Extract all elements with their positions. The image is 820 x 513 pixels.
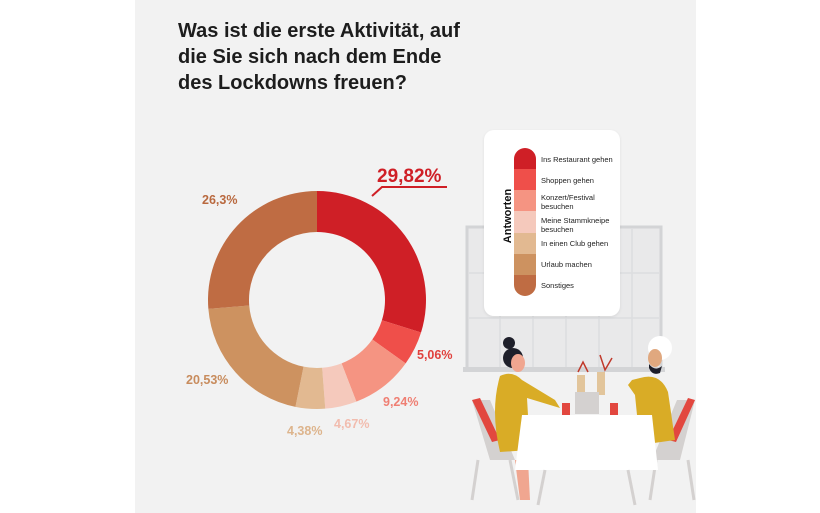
legend-item-restaurant: Ins Restaurant gehen — [541, 155, 613, 164]
legend-swatch-1 — [514, 169, 536, 191]
data-label-konzert: 9,24% — [383, 395, 419, 409]
data-label-urlaub: 20,53% — [186, 373, 229, 387]
donut-slice-1 — [372, 320, 422, 364]
legend-swatch-0 — [514, 148, 536, 170]
page-title: Was ist die erste Aktivität, auf die Sie… — [178, 20, 460, 94]
donut-slice-3 — [322, 363, 357, 409]
donut-slice-6 — [208, 190, 317, 309]
donut-slice-5 — [208, 305, 304, 407]
legend-item-shoppen: Shoppen gehen — [541, 176, 594, 185]
callout-line — [371, 186, 447, 197]
legend-item-stammkneipe: Meine Stammkneipe besuchen — [541, 216, 610, 234]
data-label-shoppen: 5,06% — [417, 348, 453, 362]
legend-title: Antworten — [502, 188, 514, 244]
legend-color-bar — [514, 148, 536, 296]
table — [515, 415, 658, 506]
legend-swatch-4 — [514, 232, 536, 254]
legend: Antworten Ins Restaurant gehen Shoppen g… — [484, 130, 620, 316]
legend-swatch-5 — [514, 253, 536, 275]
legend-swatch-2 — [514, 190, 536, 212]
legend-item-sonstiges: Sonstiges — [541, 281, 574, 290]
data-label-club: 4,38% — [287, 424, 323, 438]
legend-item-urlaub: Urlaub machen — [541, 260, 592, 269]
legend-swatch-6 — [514, 274, 536, 296]
data-label-restaurant: 29,82% — [377, 166, 442, 187]
legend-item-club: In einen Club gehen — [541, 239, 609, 248]
table-items — [562, 354, 618, 416]
data-label-sonstiges: 26,3% — [202, 193, 238, 207]
legend-item-konzert: Konzert/Festival besuchen — [541, 193, 595, 211]
donut-slice-2 — [341, 339, 406, 402]
legend-swatch-3 — [514, 211, 536, 233]
donut-slice-0 — [317, 191, 426, 333]
donut-slice-4 — [295, 366, 326, 409]
data-label-stammkneipe: 4,67% — [334, 417, 370, 431]
